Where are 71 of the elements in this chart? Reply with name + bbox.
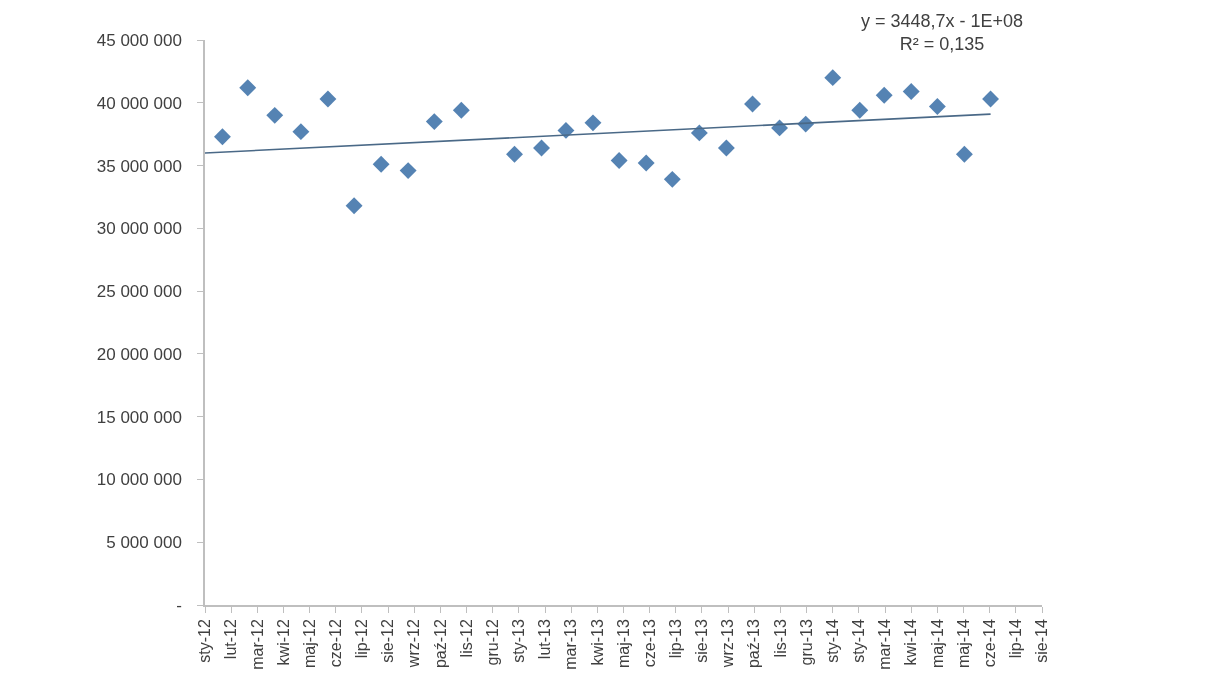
x-tick-label: sty-14	[823, 619, 841, 663]
x-tick-label: lis-13	[771, 619, 789, 658]
x-tick-label: lip-12	[353, 619, 371, 659]
annotation: y = 3448,7x - 1E+08 R² = 0,135	[861, 11, 1024, 55]
x-tick-label: maj-13	[614, 619, 632, 669]
point	[266, 106, 284, 124]
point	[319, 90, 337, 108]
x-tick-label: mar-12	[248, 619, 266, 670]
point	[902, 83, 920, 100]
point	[239, 79, 257, 97]
y-tick-label: 15 000 000	[96, 407, 182, 427]
point	[213, 128, 231, 146]
x-tick-label: sty-13	[510, 619, 528, 663]
x-tick-label: sty-12	[196, 619, 214, 663]
point	[744, 95, 761, 113]
point	[610, 152, 628, 169]
x-tick-label: cze-12	[326, 619, 344, 668]
x-tick-label: sie-13	[693, 619, 711, 663]
x-tick-label: cze-14	[980, 619, 998, 668]
x-tick-label: lut-12	[222, 619, 240, 660]
x-tick-label: sie-12	[379, 619, 397, 663]
x-tick-label: gru-12	[483, 619, 501, 666]
x-tick-label: sie-14	[1033, 619, 1051, 663]
point	[533, 139, 550, 157]
x-tick-label: kwi-13	[588, 619, 606, 666]
point	[506, 145, 523, 163]
x-tick-label: mar-13	[562, 619, 580, 670]
x-tick-label: lip-14	[1007, 619, 1025, 659]
x-tick-label: wrz-12	[405, 619, 423, 669]
x-tick-label: gru-13	[797, 619, 815, 666]
point	[292, 123, 310, 141]
y-tick-label: -	[176, 595, 182, 615]
point	[452, 101, 470, 119]
point	[584, 114, 602, 132]
x-tick-label: sty-14	[850, 619, 868, 663]
y-tick-label: 35 000 000	[96, 156, 182, 176]
x-tick-label: cze-13	[640, 619, 658, 668]
point	[399, 162, 417, 180]
point	[345, 197, 363, 215]
x-tick-label: maj-14	[928, 619, 946, 669]
x-tick-label: kwi-14	[902, 619, 920, 666]
x-tick-label: paź-12	[431, 619, 449, 669]
y-tick-label: 20 000 000	[96, 344, 182, 364]
point	[372, 155, 390, 173]
y-tick-label: 40 000 000	[96, 93, 182, 113]
x-tick-label: lis-12	[457, 619, 475, 658]
point	[982, 90, 1000, 108]
point	[771, 119, 789, 137]
x-tick-label: maj-12	[300, 619, 318, 669]
y-tick-label: 10 000 000	[96, 470, 182, 490]
point	[690, 124, 708, 142]
y-tick-label: 5 000 000	[106, 533, 182, 553]
point	[637, 154, 655, 172]
point	[425, 113, 443, 131]
x-tick-label: wrz-13	[719, 619, 737, 669]
point	[824, 69, 842, 87]
point	[851, 101, 869, 119]
x-tick-label: lut-13	[536, 619, 554, 660]
x-tick-label: kwi-12	[274, 619, 292, 666]
x-tick-label: maj-14	[954, 619, 972, 669]
x-tick-label: lip-13	[667, 619, 685, 659]
x-tick-label: mar-14	[876, 619, 894, 670]
y-tick-label: 30 000 000	[96, 219, 182, 239]
point	[955, 145, 973, 163]
point	[875, 86, 893, 104]
point	[717, 139, 735, 157]
x-tick-label: paź-13	[745, 619, 763, 669]
y-tick-label: 45 000 000	[96, 30, 182, 50]
point	[928, 98, 946, 115]
point	[663, 170, 681, 188]
y-tick-label: 25 000 000	[96, 282, 182, 302]
